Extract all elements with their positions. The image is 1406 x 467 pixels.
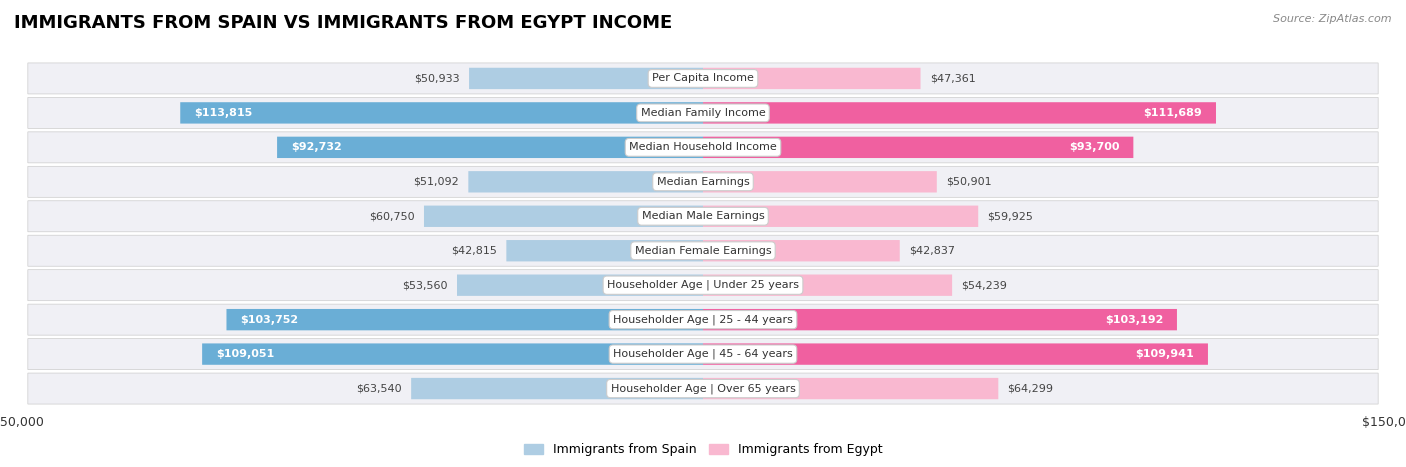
- Text: Householder Age | Over 65 years: Householder Age | Over 65 years: [610, 383, 796, 394]
- FancyBboxPatch shape: [703, 205, 979, 227]
- Text: Median Family Income: Median Family Income: [641, 108, 765, 118]
- Text: Householder Age | Under 25 years: Householder Age | Under 25 years: [607, 280, 799, 290]
- FancyBboxPatch shape: [703, 275, 952, 296]
- FancyBboxPatch shape: [28, 269, 1378, 301]
- Text: Median Female Earnings: Median Female Earnings: [634, 246, 772, 256]
- Text: $47,361: $47,361: [929, 73, 976, 84]
- FancyBboxPatch shape: [470, 68, 703, 89]
- FancyBboxPatch shape: [226, 309, 703, 330]
- FancyBboxPatch shape: [28, 304, 1378, 335]
- FancyBboxPatch shape: [703, 137, 1133, 158]
- FancyBboxPatch shape: [425, 205, 703, 227]
- FancyBboxPatch shape: [28, 166, 1378, 198]
- Text: $51,092: $51,092: [413, 177, 460, 187]
- Text: $50,933: $50,933: [415, 73, 460, 84]
- Text: $42,815: $42,815: [451, 246, 498, 256]
- FancyBboxPatch shape: [703, 68, 921, 89]
- FancyBboxPatch shape: [411, 378, 703, 399]
- Text: Median Earnings: Median Earnings: [657, 177, 749, 187]
- Legend: Immigrants from Spain, Immigrants from Egypt: Immigrants from Spain, Immigrants from E…: [519, 439, 887, 461]
- Text: $92,732: $92,732: [291, 142, 342, 152]
- FancyBboxPatch shape: [703, 309, 1177, 330]
- FancyBboxPatch shape: [28, 373, 1378, 404]
- FancyBboxPatch shape: [277, 137, 703, 158]
- Text: $50,901: $50,901: [946, 177, 991, 187]
- Text: $93,700: $93,700: [1069, 142, 1119, 152]
- Text: $42,837: $42,837: [908, 246, 955, 256]
- Text: IMMIGRANTS FROM SPAIN VS IMMIGRANTS FROM EGYPT INCOME: IMMIGRANTS FROM SPAIN VS IMMIGRANTS FROM…: [14, 14, 672, 32]
- FancyBboxPatch shape: [703, 378, 998, 399]
- FancyBboxPatch shape: [28, 339, 1378, 369]
- Text: $64,299: $64,299: [1008, 383, 1053, 394]
- FancyBboxPatch shape: [180, 102, 703, 124]
- FancyBboxPatch shape: [202, 343, 703, 365]
- Text: Median Household Income: Median Household Income: [628, 142, 778, 152]
- Text: Median Male Earnings: Median Male Earnings: [641, 211, 765, 221]
- Text: $113,815: $113,815: [194, 108, 252, 118]
- FancyBboxPatch shape: [28, 98, 1378, 128]
- Text: $109,051: $109,051: [217, 349, 274, 359]
- Text: Householder Age | 45 - 64 years: Householder Age | 45 - 64 years: [613, 349, 793, 359]
- Text: $109,941: $109,941: [1136, 349, 1194, 359]
- FancyBboxPatch shape: [28, 201, 1378, 232]
- Text: $111,689: $111,689: [1143, 108, 1202, 118]
- Text: $63,540: $63,540: [356, 383, 402, 394]
- Text: Householder Age | 25 - 44 years: Householder Age | 25 - 44 years: [613, 314, 793, 325]
- Text: $54,239: $54,239: [962, 280, 1007, 290]
- FancyBboxPatch shape: [703, 171, 936, 192]
- FancyBboxPatch shape: [506, 240, 703, 262]
- Text: $59,925: $59,925: [987, 211, 1033, 221]
- Text: $60,750: $60,750: [370, 211, 415, 221]
- Text: $53,560: $53,560: [402, 280, 449, 290]
- FancyBboxPatch shape: [28, 63, 1378, 94]
- FancyBboxPatch shape: [28, 235, 1378, 266]
- FancyBboxPatch shape: [703, 240, 900, 262]
- Text: $103,192: $103,192: [1105, 315, 1163, 325]
- Text: $103,752: $103,752: [240, 315, 298, 325]
- FancyBboxPatch shape: [703, 102, 1216, 124]
- FancyBboxPatch shape: [703, 343, 1208, 365]
- FancyBboxPatch shape: [28, 132, 1378, 163]
- Text: Source: ZipAtlas.com: Source: ZipAtlas.com: [1274, 14, 1392, 24]
- FancyBboxPatch shape: [468, 171, 703, 192]
- FancyBboxPatch shape: [457, 275, 703, 296]
- Text: Per Capita Income: Per Capita Income: [652, 73, 754, 84]
